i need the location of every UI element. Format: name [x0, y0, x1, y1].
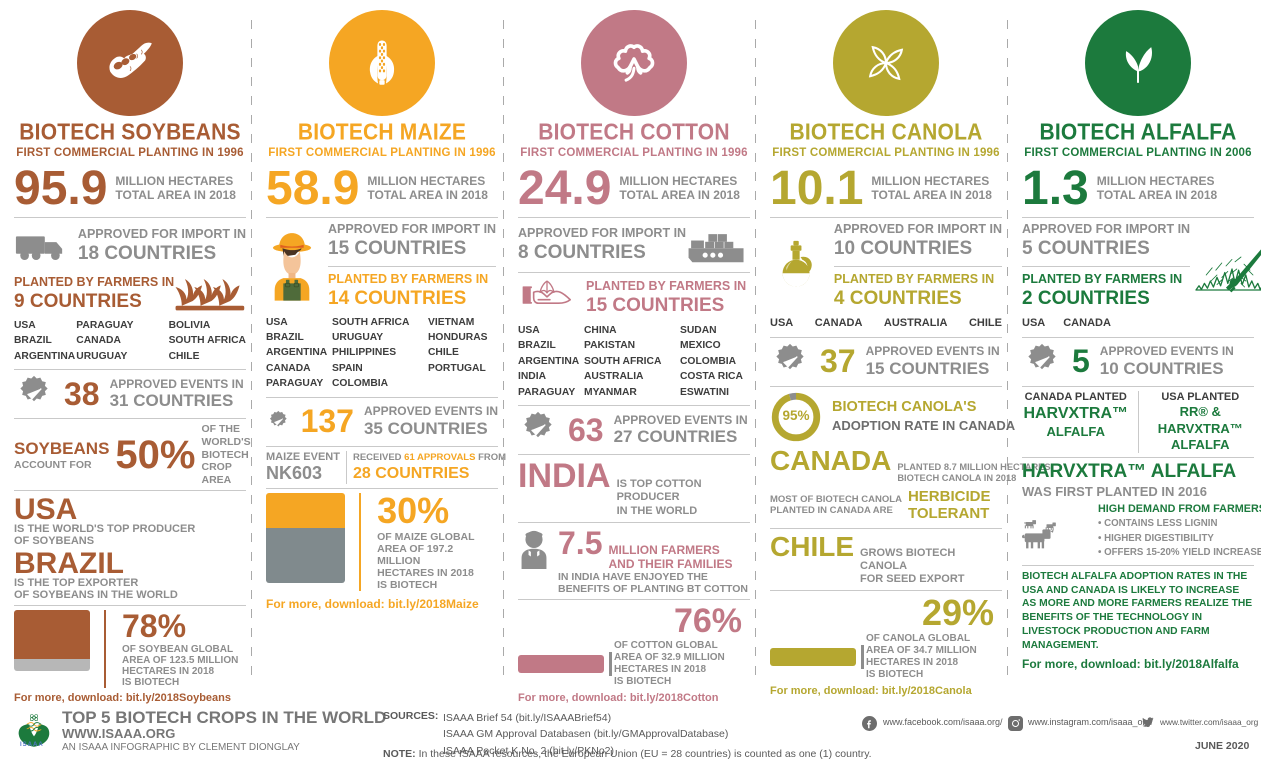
svg-text:95%: 95%: [782, 408, 809, 423]
